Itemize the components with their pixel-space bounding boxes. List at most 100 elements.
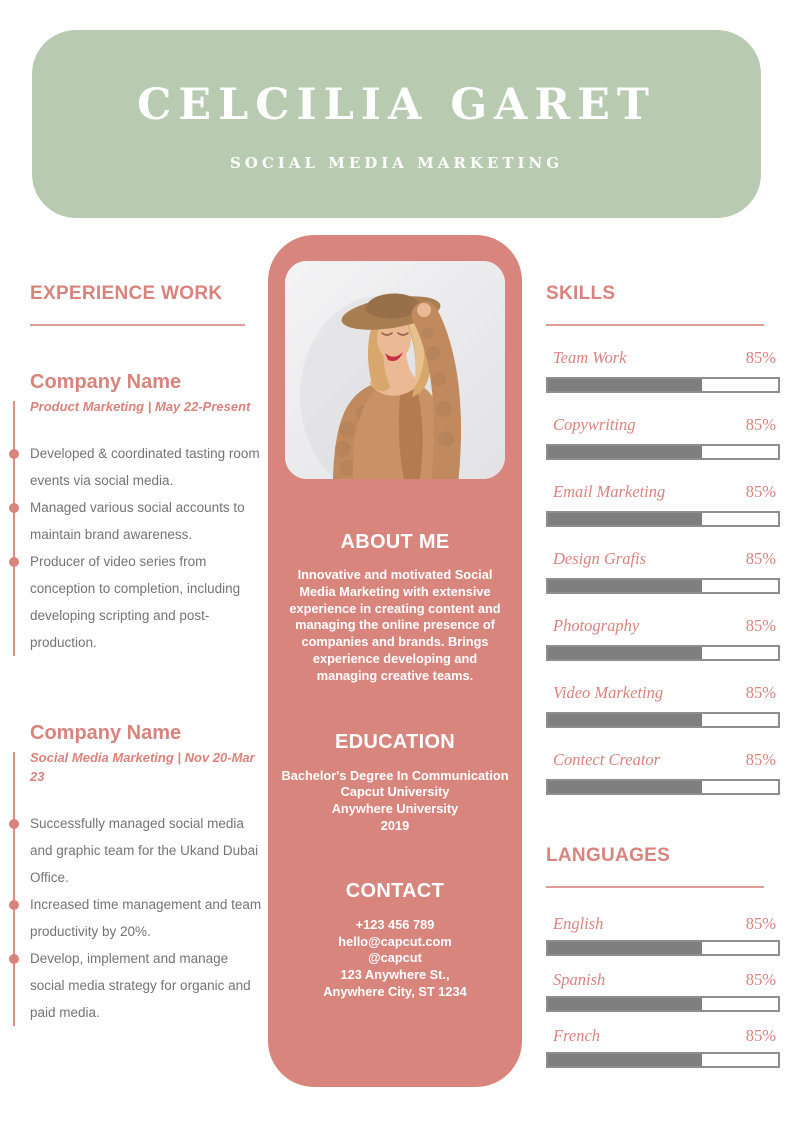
job-bullet: Develop, implement and manage social med… [9, 945, 265, 1026]
skill-progress-fill [548, 647, 703, 659]
experience-heading: EXPERIENCE WORK [30, 283, 223, 304]
skill-percent: 85% [745, 348, 776, 367]
skills-heading: SKILLS [546, 283, 616, 304]
timeline-line [13, 401, 15, 656]
person-name: CELCILIA GARET [137, 80, 656, 130]
language-progress-bar [546, 996, 780, 1012]
language-label: Spanish [553, 970, 606, 989]
job-bullet-text: Managed various social accounts to maint… [30, 500, 245, 542]
skill-progress-fill [548, 513, 703, 525]
skill-label: Team Work [553, 348, 627, 367]
contact-details: +123 456 789 hello@capcut.com @capcut 12… [268, 917, 522, 1001]
job-entry-1: Company Name Product Marketing | May 22-… [9, 371, 265, 656]
skill-label: Video Marketing [553, 683, 664, 702]
language-english: English 85% [546, 914, 780, 956]
skill-progress-bar [546, 511, 780, 527]
skill-design-grafis: Design Grafis 85% [546, 549, 780, 594]
skill-contect-creator: Contect Creator 85% [546, 750, 780, 795]
company-name: Company Name [30, 722, 182, 744]
job-bullet: Successfully managed social media and gr… [9, 810, 265, 891]
section-divider [30, 324, 245, 326]
language-percent: 85% [745, 914, 776, 933]
bullet-dot-icon [9, 954, 19, 964]
skill-progress-bar [546, 779, 780, 795]
languages-section: LANGUAGES English 85% Spanish 85% French 85… [546, 845, 780, 1068]
section-divider [546, 324, 764, 326]
bullet-dot-icon [9, 819, 19, 829]
language-label: French [553, 1026, 601, 1045]
experience-section: EXPERIENCE WORK Company Name Product Mar… [9, 283, 265, 1026]
job-meta: Product Marketing | May 22-Present [30, 399, 251, 414]
language-french: French 85% [546, 1026, 780, 1068]
job-bullet: Producer of video series from conception… [9, 548, 265, 656]
skill-percent: 85% [745, 683, 776, 702]
skill-photography: Photography 85% [546, 616, 780, 661]
languages-heading: LANGUAGES [546, 845, 671, 866]
skill-progress-bar [546, 712, 780, 728]
company-name: Company Name [30, 371, 182, 393]
job-bullet: Developed & coordinated tasting room eve… [9, 440, 265, 494]
about-text: Innovative and motivated Social Media Ma… [289, 567, 501, 683]
education-line: Capcut University [340, 784, 450, 800]
bullet-dot-icon [9, 900, 19, 910]
language-percent: 85% [745, 970, 776, 989]
skill-label: Contect Creator [553, 750, 661, 769]
education-details: Bachelor's Degree In Communication Capcu… [268, 768, 522, 835]
bullet-dot-icon [9, 449, 19, 459]
job-bullet: Increased time management and team produ… [9, 891, 265, 945]
skill-progress-bar [546, 377, 780, 393]
education-line: Anywhere University [331, 801, 459, 817]
skill-progress-fill [548, 580, 703, 592]
woman-portrait-illustration [285, 261, 505, 479]
skill-percent: 85% [745, 616, 776, 635]
skill-label: Copywriting [553, 415, 636, 434]
skill-progress-bar [546, 645, 780, 661]
skills-section: SKILLS Team Work 85% Copywriting 85% Email… [546, 283, 780, 1068]
language-spanish: Spanish 85% [546, 970, 780, 1012]
job-bullet-text: Develop, implement and manage social med… [30, 951, 251, 1020]
language-progress-fill [548, 942, 703, 954]
education-line: 2019 [380, 817, 410, 833]
job-entry-2: Company Name Social Media Marketing | No… [9, 722, 265, 1026]
header-banner: CELCILIA GARET SOCIAL MEDIA MARKETING [32, 30, 761, 218]
skill-progress-fill [548, 446, 703, 458]
job-bullet: Managed various social accounts to maint… [9, 494, 265, 548]
job-meta: Social Media Marketing | Nov 20-Mar 23 [30, 750, 255, 784]
skill-progress-fill [548, 379, 703, 391]
bullet-dot-icon [9, 503, 19, 513]
contact-address-line1: 123 Anywhere St., [340, 967, 450, 983]
language-percent: 85% [745, 1026, 776, 1045]
contact-address-line2: Anywhere City, ST 1234 [323, 983, 467, 999]
skill-label: Email Marketing [553, 482, 666, 501]
language-label: English [553, 914, 604, 933]
skill-progress-bar [546, 578, 780, 594]
job-bullet-text: Producer of video series from conception… [30, 554, 241, 650]
bullet-dot-icon [9, 557, 19, 567]
skill-percent: 85% [745, 750, 776, 769]
contact-email: hello@capcut.com [338, 933, 452, 949]
skill-label: Design Grafis [553, 549, 647, 568]
skill-progress-fill [548, 714, 703, 726]
job-bullet-text: Developed & coordinated tasting room eve… [30, 446, 260, 488]
skill-video-marketing: Video Marketing 85% [546, 683, 780, 728]
language-progress-fill [548, 998, 703, 1010]
contact-heading: CONTACT [345, 879, 445, 902]
skill-percent: 85% [745, 549, 776, 568]
job-bullet-list: Developed & coordinated tasting room eve… [9, 440, 265, 656]
language-progress-bar [546, 1052, 780, 1068]
timeline-line [13, 752, 15, 1026]
contact-phone: +123 456 789 [355, 916, 435, 932]
language-progress-fill [548, 1054, 703, 1066]
skill-progress-fill [548, 781, 703, 793]
contact-handle: @capcut [368, 950, 422, 966]
skill-copywriting: Copywriting 85% [546, 415, 780, 460]
skill-email-marketing: Email Marketing 85% [546, 482, 780, 527]
skill-label: Photography [553, 616, 640, 635]
about-heading: ABOUT ME [340, 531, 450, 553]
language-progress-bar [546, 940, 780, 956]
job-bullet-list: Successfully managed social media and gr… [9, 810, 265, 1026]
skill-percent: 85% [745, 415, 776, 434]
education-heading: EDUCATION [334, 730, 456, 753]
skill-team-work: Team Work 85% [546, 348, 780, 393]
job-bullet-text: Increased time management and team produ… [30, 897, 262, 939]
